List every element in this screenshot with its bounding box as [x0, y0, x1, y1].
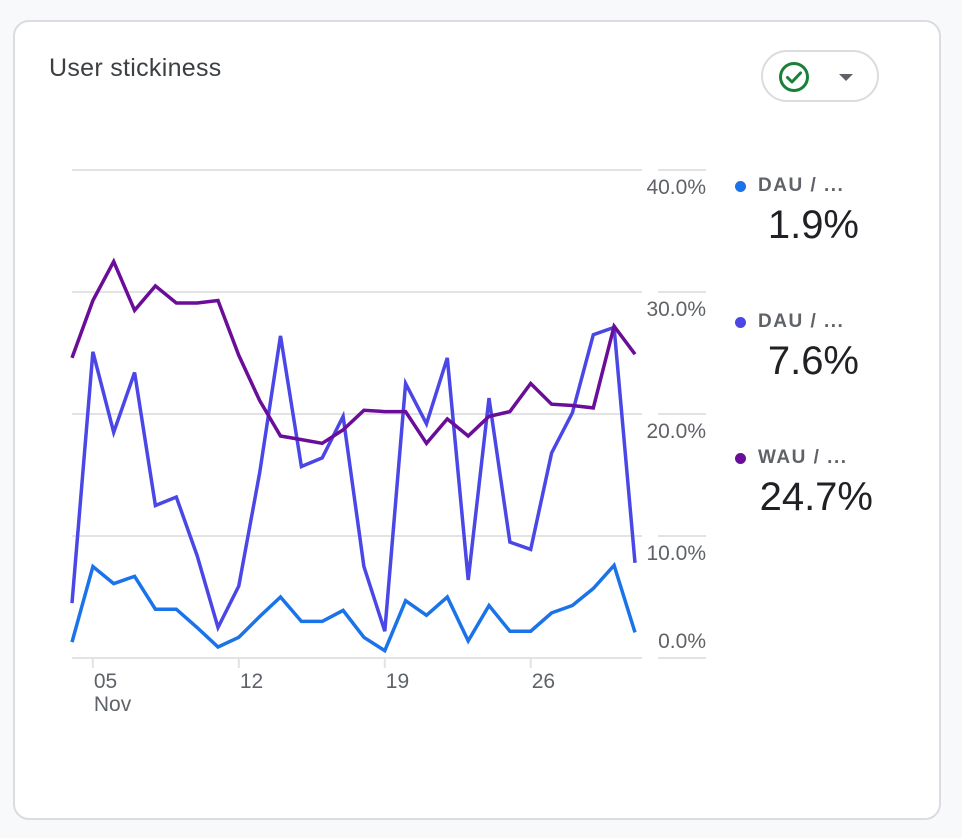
- legend-label-row: WAU / ...: [735, 447, 873, 469]
- y-tick-label: 10.0%: [646, 542, 706, 565]
- series-line-2[interactable]: [70, 257, 637, 447]
- legend-item[interactable]: DAU / ... 1.9%: [735, 175, 859, 248]
- check-circle-icon: [779, 62, 809, 92]
- card-title: User stickiness: [49, 54, 222, 82]
- legend-value: 24.7%: [759, 475, 873, 519]
- status-dropdown-button[interactable]: [761, 50, 879, 102]
- caret-down-icon: [839, 74, 853, 81]
- series-line-0[interactable]: [70, 561, 637, 654]
- legend-label-row: DAU / ...: [735, 311, 859, 333]
- legend-dot-icon: [735, 316, 746, 328]
- x-tick-label: 12: [240, 670, 263, 693]
- x-tick-sublabel: Nov: [94, 693, 132, 716]
- legend-label: DAU / ...: [758, 175, 845, 196]
- x-tick-label: 26: [532, 670, 555, 693]
- legend-dot-icon: [735, 180, 746, 192]
- y-tick-label: 0.0%: [658, 630, 706, 653]
- user-stickiness-card: [13, 20, 941, 820]
- series-line-1[interactable]: [70, 325, 637, 633]
- legend-item[interactable]: DAU / ... 7.6%: [735, 311, 859, 384]
- legend-item[interactable]: WAU / ... 24.7%: [735, 447, 873, 520]
- y-tick-label: 20.0%: [646, 420, 706, 443]
- legend-label: WAU / ...: [758, 447, 848, 468]
- x-tick-label: 05: [94, 670, 117, 693]
- y-tick-label: 40.0%: [646, 176, 706, 199]
- legend-value: 7.6%: [767, 339, 859, 383]
- legend-dot-icon: [735, 452, 746, 464]
- legend-label-row: DAU / ...: [735, 175, 859, 197]
- y-tick-label: 30.0%: [646, 298, 706, 321]
- legend-value: 1.9%: [767, 203, 859, 247]
- x-tick-label: 19: [386, 670, 409, 693]
- legend-label: DAU / ...: [758, 311, 845, 332]
